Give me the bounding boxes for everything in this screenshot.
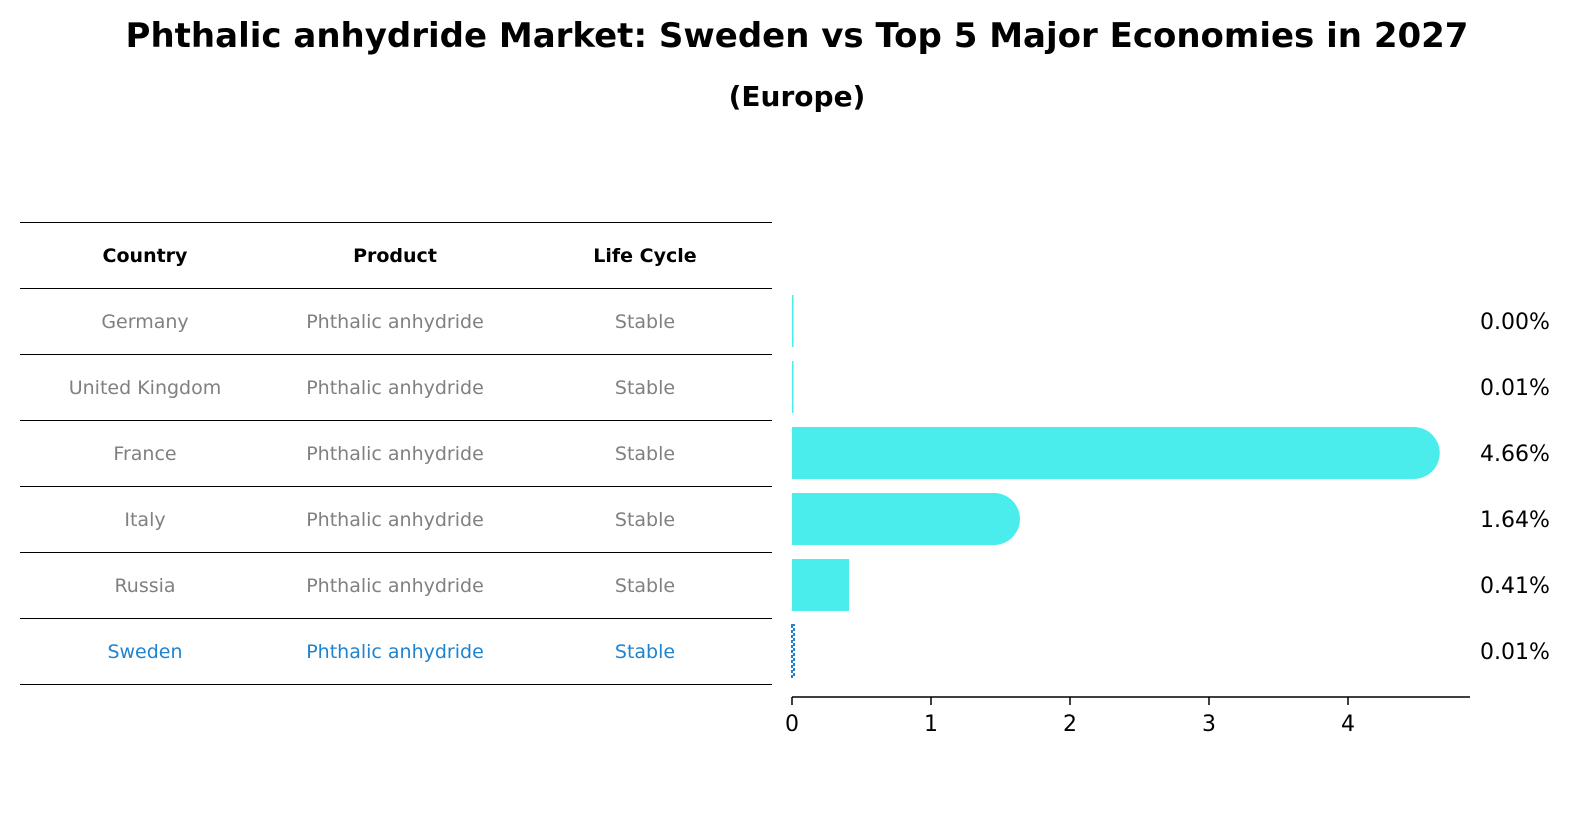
x-tick-label: 1 bbox=[924, 712, 938, 737]
country-cell: Russia bbox=[114, 574, 176, 597]
bar bbox=[792, 559, 849, 611]
bar-value-label: 0.01% bbox=[1480, 640, 1550, 665]
life-cycle-cell: Stable bbox=[614, 376, 676, 399]
x-tick-label: 4 bbox=[1341, 712, 1355, 737]
life-cycle-cell: Stable bbox=[614, 508, 676, 531]
x-tick-label: 3 bbox=[1202, 712, 1216, 737]
bar bbox=[792, 427, 1440, 479]
x-tick-label: 2 bbox=[1063, 712, 1077, 737]
bar-value-label: 4.66% bbox=[1480, 442, 1550, 467]
table-row: France Phthalic anhydride Stable bbox=[20, 420, 772, 486]
product-cell: Phthalic anhydride bbox=[306, 310, 484, 333]
chart-title: Phthalic anhydride Market: Sweden vs Top… bbox=[125, 16, 1469, 56]
table-row: United Kingdom Phthalic anhydride Stable bbox=[20, 354, 772, 420]
table-header-row: Country Product Life Cycle bbox=[20, 222, 772, 288]
header-country: Country bbox=[102, 244, 188, 267]
life-cycle-cell: Stable bbox=[614, 640, 676, 663]
product-cell: Phthalic anhydride bbox=[306, 508, 484, 531]
header-product: Product bbox=[353, 244, 437, 267]
bar-value-label: 1.64% bbox=[1480, 508, 1550, 533]
bar bbox=[792, 493, 1020, 545]
product-cell: Phthalic anhydride bbox=[306, 376, 484, 399]
bar-highlight bbox=[791, 624, 795, 678]
table-row-highlight: Sweden Phthalic anhydride Stable bbox=[20, 618, 772, 685]
bar-value-label: 0.41% bbox=[1480, 574, 1550, 599]
country-cell: Sweden bbox=[107, 640, 183, 663]
chart-subtitle: (Europe) bbox=[728, 80, 866, 113]
country-cell: France bbox=[113, 442, 177, 465]
table-row: Germany Phthalic anhydride Stable bbox=[20, 288, 772, 354]
country-cell: Germany bbox=[101, 310, 189, 333]
product-cell: Phthalic anhydride bbox=[306, 640, 484, 663]
life-cycle-cell: Stable bbox=[614, 574, 676, 597]
x-tick-label: 0 bbox=[785, 712, 799, 737]
country-cell: Italy bbox=[124, 508, 166, 531]
table-row: Italy Phthalic anhydride Stable bbox=[20, 486, 772, 552]
product-cell: Phthalic anhydride bbox=[306, 442, 484, 465]
table-row: Russia Phthalic anhydride Stable bbox=[20, 552, 772, 618]
bar bbox=[792, 361, 794, 413]
country-cell: United Kingdom bbox=[68, 376, 222, 399]
header-life-cycle: Life Cycle bbox=[593, 244, 697, 267]
data-table: Country Product Life Cycle Germany Phtha… bbox=[20, 222, 772, 685]
life-cycle-cell: Stable bbox=[614, 310, 676, 333]
bar-value-label: 0.01% bbox=[1480, 376, 1550, 401]
life-cycle-cell: Stable bbox=[614, 442, 676, 465]
product-cell: Phthalic anhydride bbox=[306, 574, 484, 597]
bar-value-label: 0.00% bbox=[1480, 310, 1550, 335]
bar bbox=[792, 295, 794, 347]
